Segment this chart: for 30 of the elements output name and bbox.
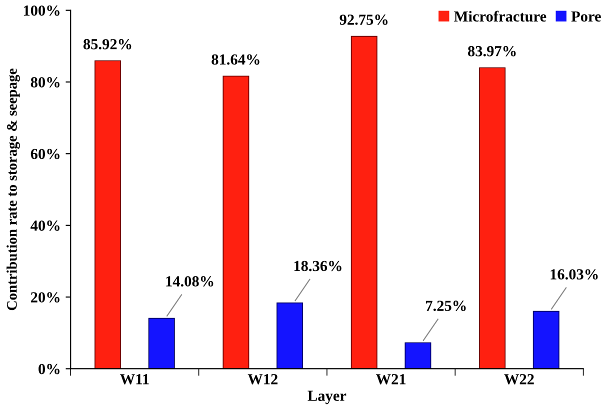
legend-label: Microfracture	[454, 10, 546, 22]
y-tick-label: 20%	[30, 292, 60, 303]
x-axis-title: Layer	[308, 390, 346, 404]
data-label: 85.92%	[83, 39, 132, 50]
x-tick-label: W11	[120, 374, 149, 384]
x-tick-label: W12	[248, 374, 278, 384]
x-tick-label: W22	[504, 374, 534, 384]
bar	[350, 36, 378, 369]
data-label: 81.64%	[212, 54, 260, 65]
data-label: 18.36%	[294, 260, 342, 272]
bar	[94, 60, 122, 369]
y-tick-label: 80%	[30, 77, 60, 88]
y-tick-label: 0%	[38, 364, 60, 374]
x-tick-label: W21	[376, 374, 406, 384]
bar	[222, 76, 250, 369]
bar	[276, 302, 304, 369]
data-label: 92.75%	[340, 14, 388, 25]
y-tick-label: 40%	[30, 220, 60, 231]
data-label: 7.25%	[426, 300, 466, 312]
data-label: 83.97%	[468, 46, 516, 56]
data-label: 16.03%	[550, 269, 598, 280]
bar	[404, 342, 432, 369]
data-label: 14.08%	[166, 276, 214, 287]
y-axis-title: Contribution rate to storage & seepage	[6, 68, 20, 310]
legend-label: Pore	[571, 11, 601, 22]
y-tick-label: 60%	[30, 148, 60, 160]
y-tick-label: 100%	[24, 5, 60, 16]
bar	[532, 310, 560, 369]
bar	[148, 318, 175, 369]
bar	[479, 67, 506, 369]
